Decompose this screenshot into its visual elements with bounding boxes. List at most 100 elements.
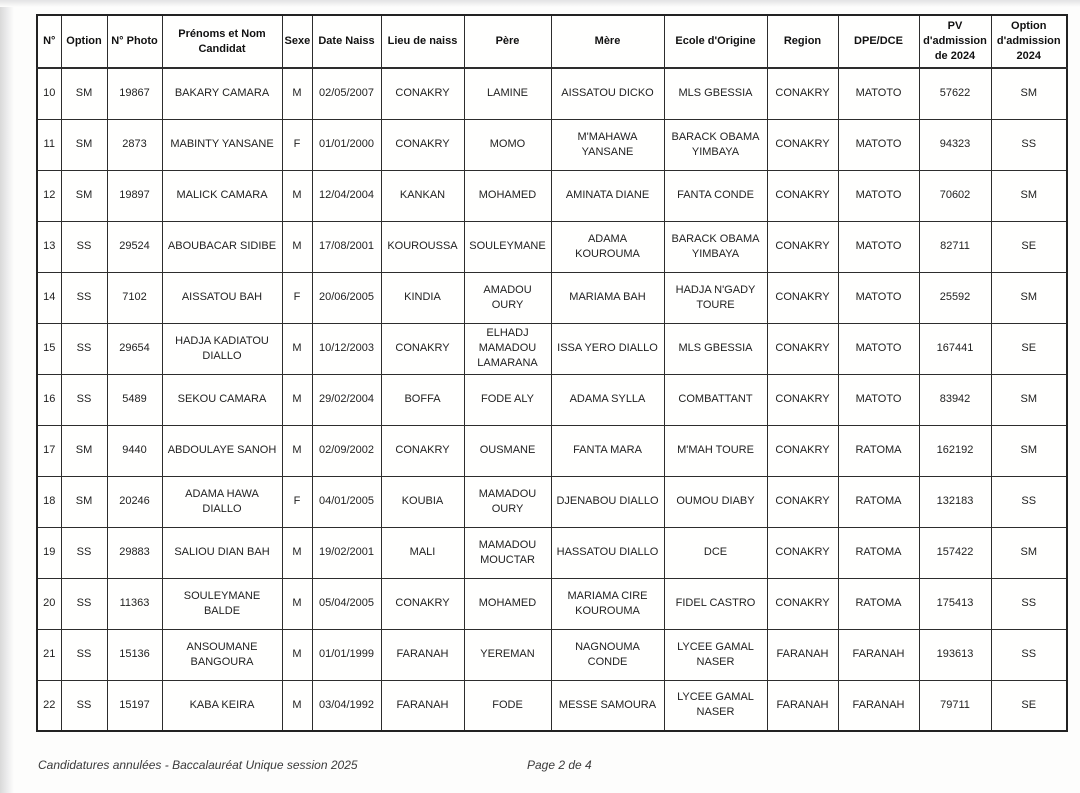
cell-name: SALIOU DIAN BAH [161, 526, 283, 579]
cell-opt2024: SM [990, 67, 1068, 120]
cell-region: CONAKRY [766, 424, 839, 477]
cell-place: FARANAH [380, 628, 465, 681]
cell-n: 20 [36, 577, 62, 630]
column-header-date: Date Naiss [311, 14, 382, 69]
cell-place: CONAKRY [380, 577, 465, 630]
cell-school: LYCEE GAMAL NASER [663, 628, 768, 681]
table-header: N° Option N° Photo Prénoms et Nom Candidat S… [36, 14, 1068, 69]
cell-region: FARANAH [766, 628, 839, 681]
cell-father: LAMINE [463, 67, 552, 120]
table-row: 10 SM 19867 BAKARY CAMARA M 02/05/2007 CONAKRY… [36, 67, 1068, 120]
cell-opt2024: SM [990, 169, 1068, 222]
cell-sex: M [281, 373, 313, 426]
cell-sex: F [281, 271, 313, 324]
table-row: 20 SS 11363 SOULEYMANE BALDE M 05/04/2005 CONA… [36, 577, 1068, 630]
cell-region: CONAKRY [766, 526, 839, 579]
cell-date: 10/12/2003 [311, 322, 382, 375]
cell-dpe: MATOTO [837, 373, 920, 426]
cell-mother: FANTA MARA [550, 424, 665, 477]
cell-father: OUSMANE [463, 424, 552, 477]
table-row: 11 SM 2873 MABINTY YANSANE F 01/01/2000 CONAKR… [36, 118, 1068, 171]
table-row: 13 SS 29524 ABOUBACAR SIDIBE M 17/08/2001 KOUR… [36, 220, 1068, 273]
cell-father: MAMADOU OURY [463, 475, 552, 528]
cell-name: BAKARY CAMARA [161, 67, 283, 120]
cell-n: 17 [36, 424, 62, 477]
table-row: 15 SS 29654 HADJA KADIATOU DIALLO M 10/12/200… [36, 322, 1068, 375]
cell-place: CONAKRY [380, 424, 465, 477]
cell-pv: 83942 [918, 373, 992, 426]
cell-region: CONAKRY [766, 577, 839, 630]
cell-n: 12 [36, 169, 62, 222]
cell-dpe: RATOMA [837, 526, 920, 579]
cell-option: SS [60, 271, 108, 324]
cell-region: CONAKRY [766, 475, 839, 528]
cell-dpe: MATOTO [837, 169, 920, 222]
cell-school: HADJA N'GADY TOURE [663, 271, 768, 324]
cell-mother: NAGNOUMA CONDE [550, 628, 665, 681]
table-row: 18 SM 20246 ADAMA HAWA DIALLO F 04/01/2005 KOU… [36, 475, 1068, 528]
cell-option: SM [60, 169, 108, 222]
cell-photo: 29654 [106, 322, 163, 375]
footer-caption: Candidatures annulées - Baccalauréat Uni… [38, 758, 358, 772]
cell-photo: 7102 [106, 271, 163, 324]
cell-region: CONAKRY [766, 118, 839, 171]
cell-place: KANKAN [380, 169, 465, 222]
column-header-option: Option [60, 14, 108, 69]
cell-dpe: MATOTO [837, 118, 920, 171]
cell-n: 21 [36, 628, 62, 681]
cell-sex: M [281, 169, 313, 222]
cell-date: 29/02/2004 [311, 373, 382, 426]
cell-school: FANTA CONDE [663, 169, 768, 222]
cell-option: SM [60, 67, 108, 120]
cell-dpe: MATOTO [837, 220, 920, 273]
cell-option: SS [60, 628, 108, 681]
table-body: 10 SM 19867 BAKARY CAMARA M 02/05/2007 CONAKRY… [36, 67, 1068, 732]
cell-opt2024: SM [990, 526, 1068, 579]
cell-photo: 19897 [106, 169, 163, 222]
cell-photo: 29883 [106, 526, 163, 579]
cell-school: COMBATTANT [663, 373, 768, 426]
cell-pv: 57622 [918, 67, 992, 120]
cell-sex: M [281, 628, 313, 681]
cell-school: OUMOU DIABY [663, 475, 768, 528]
cell-pv: 132183 [918, 475, 992, 528]
cell-father: MOMO [463, 118, 552, 171]
cell-pv: 162192 [918, 424, 992, 477]
cell-option: SM [60, 475, 108, 528]
cell-place: KINDIA [380, 271, 465, 324]
cell-father: FODE [463, 679, 552, 732]
cell-n: 22 [36, 679, 62, 732]
cell-name: ANSOUMANE BANGOURA [161, 628, 283, 681]
cell-opt2024: SE [990, 220, 1068, 273]
cell-date: 12/04/2004 [311, 169, 382, 222]
cell-date: 05/04/2005 [311, 577, 382, 630]
cell-n: 19 [36, 526, 62, 579]
cell-date: 17/08/2001 [311, 220, 382, 273]
column-header-n: N° [36, 14, 62, 69]
cell-mother: ISSA YERO DIALLO [550, 322, 665, 375]
cell-photo: 19867 [106, 67, 163, 120]
cell-name: AISSATOU BAH [161, 271, 283, 324]
cell-place: KOUBIA [380, 475, 465, 528]
cell-option: SM [60, 424, 108, 477]
column-header-pv: PV d'admission de 2024 [918, 14, 992, 69]
cell-place: CONAKRY [380, 118, 465, 171]
cell-mother: MESSE SAMOURA [550, 679, 665, 732]
cell-photo: 5489 [106, 373, 163, 426]
cell-school: BARACK OBAMA YIMBAYA [663, 118, 768, 171]
table-row: 17 SM 9440 ABDOULAYE SANOH M 02/09/2002 CONAKR… [36, 424, 1068, 477]
cell-n: 16 [36, 373, 62, 426]
cell-pv: 94323 [918, 118, 992, 171]
cell-opt2024: SS [990, 475, 1068, 528]
cell-mother: ADAMA SYLLA [550, 373, 665, 426]
cell-option: SS [60, 220, 108, 273]
cell-photo: 15136 [106, 628, 163, 681]
cell-n: 14 [36, 271, 62, 324]
table-row: 19 SS 29883 SALIOU DIAN BAH M 19/02/2001 MALI M… [36, 526, 1068, 579]
cell-date: 20/06/2005 [311, 271, 382, 324]
cell-father: FODE ALY [463, 373, 552, 426]
cell-option: SS [60, 322, 108, 375]
column-header-father: Père [463, 14, 552, 69]
cell-father: MAMADOU MOUCTAR [463, 526, 552, 579]
cell-father: MOHAMED [463, 169, 552, 222]
